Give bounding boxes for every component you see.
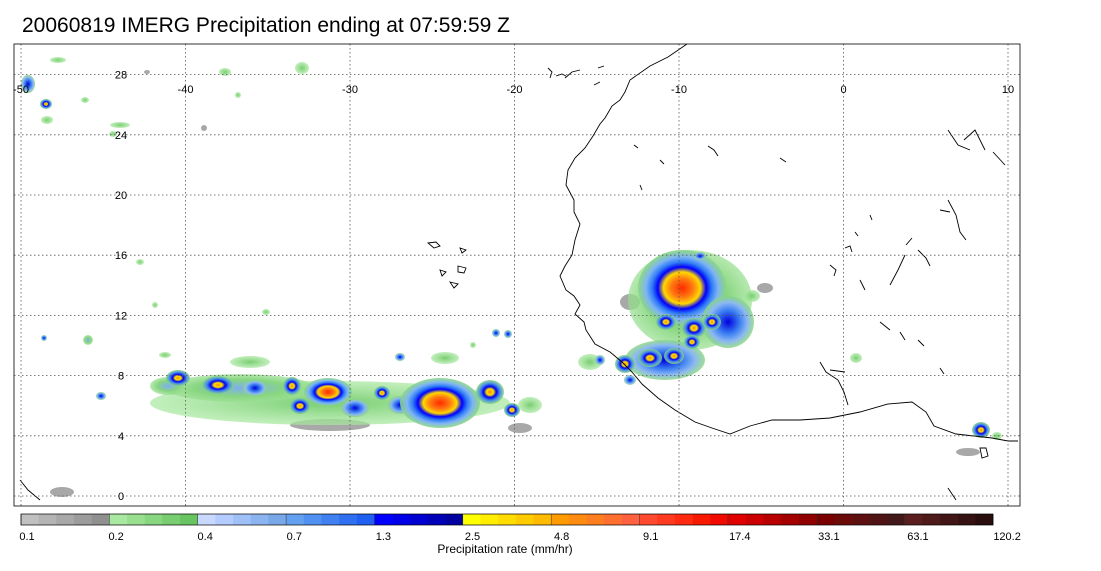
colorbar-tick-label: 0.4 bbox=[198, 531, 213, 543]
colorbar-tick-label: 4.8 bbox=[554, 531, 569, 543]
colorbar-swatch bbox=[144, 514, 163, 525]
longitude-tick-label: 10 bbox=[1002, 84, 1014, 96]
colorbar bbox=[20, 513, 994, 526]
colorbar-swatch bbox=[374, 514, 393, 525]
colorbar-swatch bbox=[356, 514, 375, 525]
latitude-labels: 28 24 20 16 12 8 4 0 bbox=[115, 70, 127, 503]
colorbar-swatch bbox=[286, 514, 305, 525]
longitude-tick-label: 0 bbox=[840, 84, 846, 96]
colorbar-tick-label: 33.1 bbox=[818, 531, 839, 543]
colorbar-swatch bbox=[445, 514, 464, 525]
colorbar-tick-label: 17.4 bbox=[729, 531, 750, 543]
colorbar-tick-label: 0.1 bbox=[19, 531, 34, 543]
colorbar-tick-label: 0.2 bbox=[108, 531, 123, 543]
colorbar-swatch bbox=[38, 514, 57, 525]
colorbar-swatch bbox=[427, 514, 446, 525]
latitude-tick-label: 20 bbox=[115, 190, 127, 202]
graticule bbox=[14, 44, 1020, 506]
longitude-tick-label: -30 bbox=[342, 84, 358, 96]
latitude-tick-label: 4 bbox=[118, 431, 124, 443]
colorbar-swatch bbox=[975, 514, 994, 525]
colorbar-swatch bbox=[233, 514, 252, 525]
latitude-tick-label: 0 bbox=[118, 491, 124, 503]
colorbar-swatch bbox=[674, 514, 693, 525]
colorbar-swatch bbox=[780, 514, 799, 525]
colorbar-tick-label: 2.5 bbox=[465, 531, 480, 543]
colorbar-swatch bbox=[816, 514, 835, 525]
longitude-tick-label: -20 bbox=[507, 84, 523, 96]
colorbar-swatch bbox=[745, 514, 764, 525]
colorbar-swatch bbox=[939, 514, 958, 525]
longitude-tick-label: -10 bbox=[671, 84, 687, 96]
colorbar-swatch bbox=[462, 514, 481, 525]
colorbar-swatch bbox=[162, 514, 181, 525]
colorbar-swatch bbox=[515, 514, 534, 525]
colorbar-swatch bbox=[480, 514, 499, 525]
colorbar-tick-label: 63.1 bbox=[907, 531, 928, 543]
colorbar-swatch bbox=[657, 514, 676, 525]
colorbar-swatch bbox=[568, 514, 587, 525]
colorbar-swatch bbox=[197, 514, 216, 525]
colorbar-swatch bbox=[922, 514, 941, 525]
colorbar-swatch bbox=[833, 514, 852, 525]
colorbar-swatch bbox=[869, 514, 888, 525]
colorbar-swatch bbox=[91, 514, 110, 525]
colorbar-swatch bbox=[851, 514, 870, 525]
colorbar-swatch bbox=[339, 514, 358, 525]
colorbar-swatch bbox=[109, 514, 128, 525]
colorbar-outline bbox=[20, 513, 994, 526]
colorbar-swatch bbox=[409, 514, 428, 525]
colorbar-swatch bbox=[321, 514, 340, 525]
colorbar-swatch bbox=[763, 514, 782, 525]
colorbar-swatch bbox=[621, 514, 640, 525]
longitude-tick-label: -40 bbox=[178, 84, 194, 96]
colorbar-tick-label: 120.2 bbox=[993, 531, 1021, 543]
colorbar-swatch bbox=[21, 514, 39, 525]
map-frame bbox=[13, 43, 1021, 507]
longitude-labels: -50 -40 -30 -20 -10 0 10 bbox=[13, 84, 1014, 96]
latitude-tick-label: 28 bbox=[115, 70, 127, 82]
latitude-tick-label: 16 bbox=[115, 250, 127, 262]
colorbar-swatch bbox=[533, 514, 552, 525]
latitude-tick-label: 24 bbox=[115, 130, 127, 142]
colorbar-swatch bbox=[74, 514, 92, 525]
colorbar-swatch bbox=[798, 514, 817, 525]
colorbar-swatch bbox=[586, 514, 605, 525]
colorbar-swatch bbox=[250, 514, 269, 525]
colorbar-swatch bbox=[710, 514, 729, 525]
colorbar-swatch bbox=[886, 514, 905, 525]
colorbar-swatch bbox=[727, 514, 746, 525]
colorbar-swatch bbox=[56, 514, 75, 525]
colorbar-tick-label: 0.7 bbox=[287, 531, 302, 543]
colorbar-swatch bbox=[392, 514, 411, 525]
colorbar-swatch bbox=[604, 514, 623, 525]
longitude-tick-label: -50 bbox=[13, 84, 29, 96]
coastline bbox=[19, 44, 1018, 501]
colorbar-label: Precipitation rate (mm/hr) bbox=[437, 542, 572, 556]
map-title: 20060819 IMERG Precipitation ending at 0… bbox=[22, 14, 510, 37]
colorbar-swatch bbox=[904, 514, 923, 525]
colorbar-swatch bbox=[303, 514, 322, 525]
colorbar-swatch bbox=[127, 514, 146, 525]
colorbar-swatch bbox=[498, 514, 517, 525]
colorbar-swatch bbox=[957, 514, 976, 525]
colorbar-swatch bbox=[268, 514, 287, 525]
colorbar-tick-label: 9.1 bbox=[643, 531, 658, 543]
latitude-tick-label: 8 bbox=[118, 371, 124, 383]
colorbar-swatch bbox=[215, 514, 234, 525]
precipitation-field bbox=[21, 57, 1002, 497]
colorbar-tick-labels: 0.1 0.2 0.4 0.7 1.3 2.5 4.8 9.1 17.4 33.1 63.1 120.… bbox=[19, 531, 1020, 543]
colorbar-tick-label: 1.3 bbox=[376, 531, 391, 543]
colorbar-swatch bbox=[639, 514, 658, 525]
colorbar-swatch bbox=[692, 514, 711, 525]
colorbar-swatch bbox=[551, 514, 570, 525]
colorbar-swatch bbox=[180, 514, 199, 525]
latitude-tick-label: 12 bbox=[115, 310, 127, 322]
